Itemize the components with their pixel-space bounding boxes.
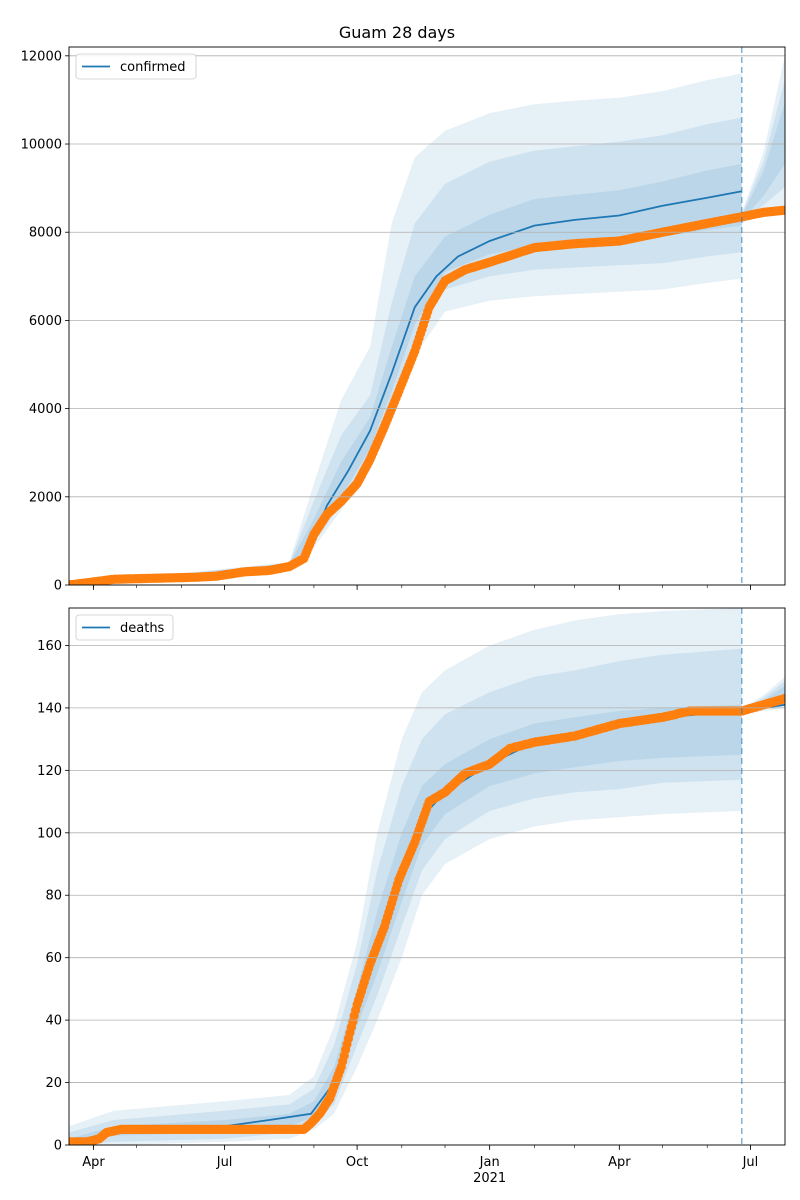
legend: deaths [75,614,174,641]
legend-label: deaths [120,621,165,636]
y-tick-label: 160 [37,639,62,654]
x-year-label: 2021 [473,1171,506,1186]
legend-label: confirmed [120,60,186,75]
y-tick-label: 20 [45,1076,62,1091]
y-tick-label: 140 [37,701,62,716]
axes-frame [68,46,786,586]
observed-series [69,205,785,585]
y-tick-label: 12000 [21,49,62,64]
x-tick-label: Jul [216,1155,233,1170]
x-tick-label: Oct [346,1155,368,1170]
band-outer [69,73,742,585]
x-tick-label: Jul [742,1155,759,1170]
band-outer [69,608,742,1145]
y-tick-label: 120 [37,764,62,779]
x-tick-label: Jan [479,1155,500,1170]
plot-area [69,55,785,585]
band-middle [69,117,742,585]
legend-box [75,53,197,80]
observed-series [69,693,785,1145]
extension-band [741,102,785,221]
legend-box [75,614,174,641]
chart-title: Guam 28 days [339,23,455,42]
y-tick-label: 0 [54,579,62,594]
y-tick-label: 60 [45,951,62,966]
y-tick-label: 10000 [21,138,62,153]
observed-point [780,693,785,704]
extension-band [741,79,785,222]
confirmed-panel: 0 2000 4000 6000 8000 10000 12000 confirmed [21,46,786,594]
y-tick-label: 40 [45,1014,62,1029]
y-tick-label: 80 [45,889,62,904]
band-middle [69,648,742,1145]
legend: confirmed [75,53,197,80]
band-inner [69,163,742,585]
y-tick-label: 2000 [29,490,62,505]
x-tick-label: Apr [608,1155,631,1170]
y-tick-label: 0 [54,1139,62,1154]
y-tick-label: 8000 [29,226,62,241]
y-tick-label: 100 [37,826,62,841]
y-tick-label: 6000 [29,314,62,329]
band-inner [69,704,742,1145]
plot-area [69,608,785,1145]
y-tick-label: 4000 [29,402,62,417]
extension-band [741,55,785,224]
axes-frame [68,607,786,1146]
x-tick-label: Apr [82,1155,105,1170]
observed-point [780,205,785,215]
deaths-panel: 0 20 40 60 80 100 120 140 160 Apr Jul Oct Jan Apr Jul 2… [37,607,786,1186]
